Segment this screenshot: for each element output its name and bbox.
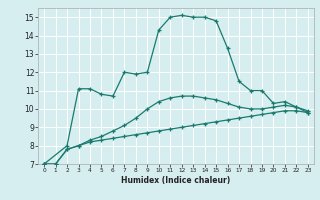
X-axis label: Humidex (Indice chaleur): Humidex (Indice chaleur)	[121, 176, 231, 185]
